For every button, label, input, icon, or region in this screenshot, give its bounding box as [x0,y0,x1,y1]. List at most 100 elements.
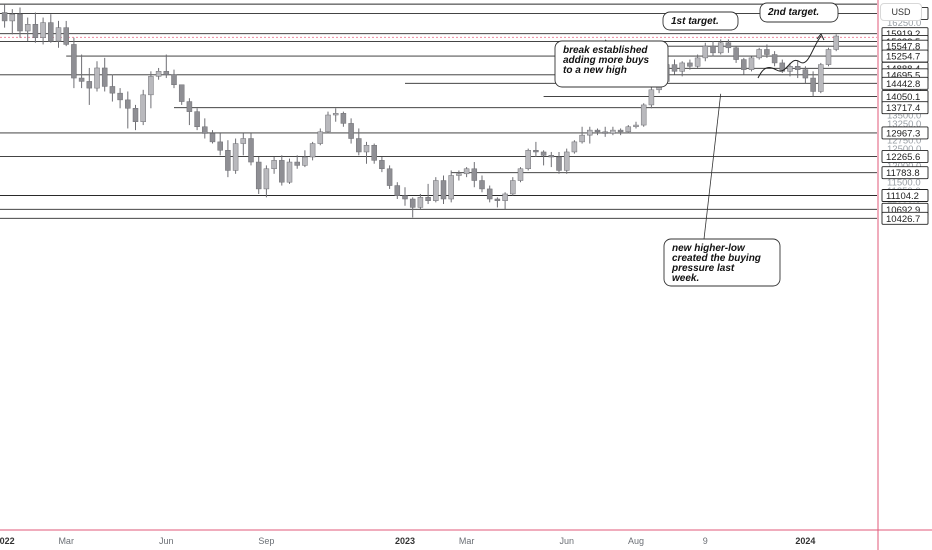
candle [178,84,185,105]
bullish-candle-body [563,151,570,171]
candle [217,133,223,156]
candle [640,103,647,127]
bullish-candle-body [155,71,162,77]
annotation-box [759,2,839,23]
candle [125,91,131,129]
candle [702,42,709,62]
level-label-text: 13717.4 [886,103,920,114]
bearish-candle-body [178,84,185,102]
bearish-candle-body [394,185,401,196]
bearish-candle-body [78,77,85,82]
bearish-candle-body [733,47,739,60]
bearish-candle-body [594,129,601,133]
bearish-candle-body [194,111,200,128]
bearish-candle-body [794,66,801,70]
bearish-candle-body [101,67,108,87]
level-label-text: 12265.6 [886,152,920,163]
bullish-candle-body [456,173,462,176]
bullish-candle-body [502,193,508,201]
candle [132,104,139,131]
candle [440,175,447,205]
time-axis[interactable]: 2022 Mar Jun Sep 2023 Mar Jun Aug 9 2024 [0,529,932,546]
bullish-candle-body [648,89,655,106]
bullish-candle-body [448,175,454,200]
candle [117,88,123,109]
candle [571,140,578,154]
y-tick-label: 11500.0 [887,178,921,189]
bearish-candle-body [540,151,547,156]
bearish-candle-body [356,138,362,153]
candle [40,17,46,45]
annotation-text: week. [672,273,699,284]
annotation-box [662,11,739,31]
candle [202,118,208,139]
candle [525,148,531,171]
candle [140,89,146,126]
bearish-candle-body [402,195,408,200]
candle [78,54,85,89]
bearish-candle-body [86,81,93,89]
bearish-candle-body [117,92,123,101]
level-label-box [881,166,929,180]
candle [279,155,285,186]
annotation-callout: 2nd target. [759,2,839,23]
candle [540,150,547,166]
bearish-candle-body [186,101,193,112]
level-label-text: 12967.3 [886,128,920,139]
annotation-text: created the buying [672,253,761,264]
x-tick-label: Jun [159,536,174,546]
bullish-candle-body [510,180,516,195]
annotation-callout: 1st target. [662,11,739,31]
bullish-candle-body [463,168,470,175]
candle [602,126,608,137]
currency-button[interactable]: USD [880,3,922,21]
level-label-text: 14442.8 [886,79,920,90]
level-price-label: 15254.7 [881,49,929,63]
candle [825,47,832,67]
level-label-text: 14695.5 [886,70,920,81]
bearish-candle-body [771,54,778,64]
arrow-path [757,35,822,79]
level-label-box [881,101,929,115]
candle [517,167,524,183]
candle [833,34,839,52]
candle [386,165,393,189]
candle [617,128,624,136]
candle [787,62,793,77]
bullish-candle-body [94,67,100,89]
bullish-candle-body [587,129,593,136]
candle [48,14,54,43]
bearish-candle-body [17,13,23,32]
bullish-candle-body [302,156,308,166]
bearish-candle-body [409,198,416,208]
bullish-candle-body [325,114,331,133]
candle [209,130,216,144]
candle [448,170,454,203]
bullish-candle-body [825,49,832,65]
annotation-text: 2nd target. [767,7,819,18]
candle [309,141,316,161]
level-price-label: 13717.4 [881,101,929,115]
candle [9,9,16,35]
bullish-candle-body [787,66,793,72]
annotation-box [663,238,781,287]
bullish-candle-body [363,144,370,153]
candle [356,128,362,156]
bearish-candle-body [386,168,393,186]
candle [810,71,816,97]
price-axis[interactable]: 16250.016000.015750.015500.015000.014750… [877,0,929,550]
candle [633,121,639,129]
candle [286,158,293,184]
bullish-candle-body [55,27,62,42]
annotation-text: adding more buys [563,55,650,66]
candle [433,177,439,203]
horizontal-levels [0,3,877,219]
level-price-label: 12967.3 [881,126,929,139]
bearish-candle-body [425,197,431,201]
candle [794,61,801,79]
annotation-text: new higher-low [672,243,746,254]
bearish-candle-body [209,133,216,143]
x-tick-label: Sep [258,536,274,546]
